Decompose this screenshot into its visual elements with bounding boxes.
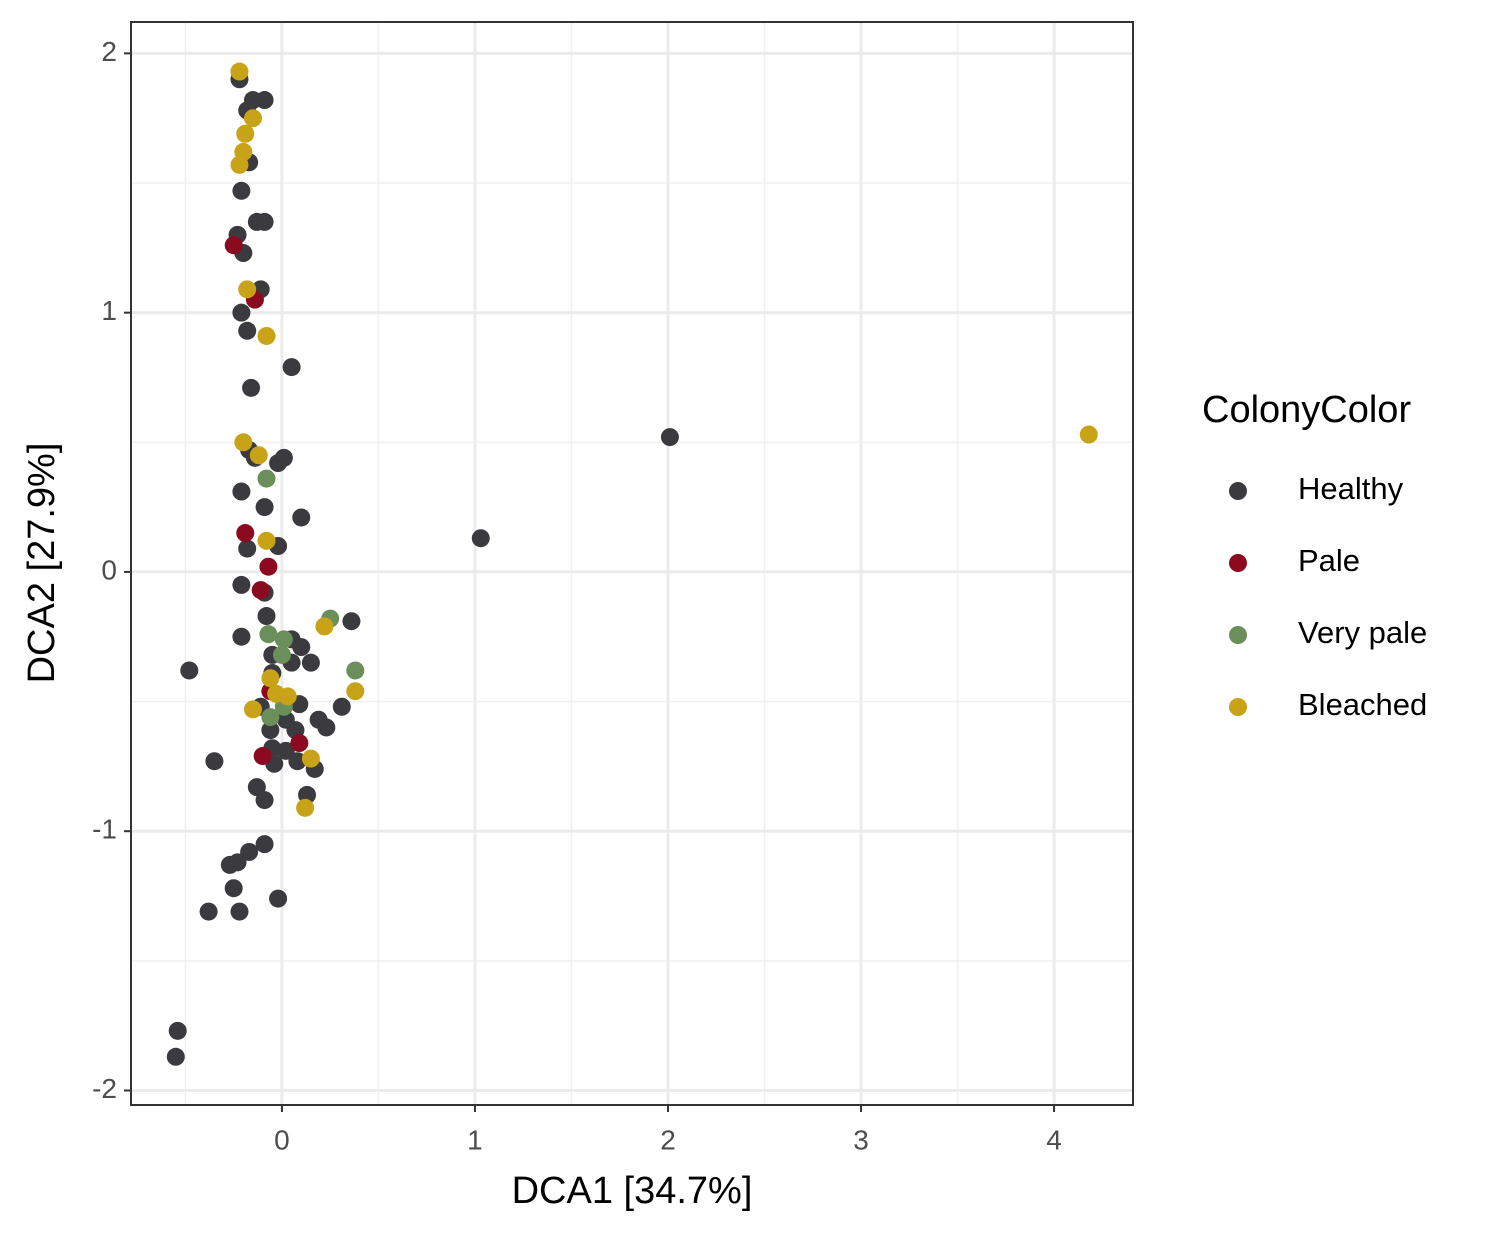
- point: [180, 661, 199, 680]
- point: [253, 747, 272, 766]
- point: [168, 1021, 187, 1040]
- x-tick-label: 3: [853, 1124, 869, 1155]
- point: [255, 835, 274, 854]
- y-tick-label: 1: [101, 295, 117, 326]
- point: [238, 280, 257, 299]
- point: [346, 661, 365, 680]
- legend-marker: [1229, 554, 1247, 572]
- point: [251, 581, 270, 600]
- point: [224, 236, 243, 255]
- point: [220, 855, 239, 874]
- point: [660, 428, 679, 447]
- point: [234, 433, 253, 452]
- y-tick-label: 2: [101, 36, 117, 67]
- legend-label: Bleached: [1298, 687, 1427, 722]
- point: [257, 326, 276, 345]
- point: [230, 155, 249, 174]
- point: [257, 469, 276, 488]
- legend-marker: [1229, 698, 1247, 716]
- point: [342, 612, 361, 631]
- point: [166, 1047, 185, 1066]
- point: [269, 889, 288, 908]
- point: [292, 508, 311, 527]
- point: [317, 718, 336, 737]
- point: [224, 879, 243, 898]
- point: [272, 645, 291, 664]
- point: [269, 454, 288, 473]
- legend-label: Healthy: [1298, 471, 1404, 506]
- point: [255, 212, 274, 231]
- point: [255, 91, 274, 110]
- point: [243, 700, 262, 719]
- point: [290, 734, 309, 753]
- point: [301, 749, 320, 768]
- plot-border: [130, 21, 1134, 1106]
- point: [346, 682, 365, 701]
- point: [232, 181, 251, 200]
- point: [238, 539, 257, 558]
- x-tick-label: 1: [467, 1124, 483, 1155]
- point: [238, 321, 257, 340]
- point: [255, 791, 274, 810]
- point: [242, 378, 261, 397]
- point: [243, 109, 262, 128]
- point: [232, 627, 251, 646]
- point: [301, 653, 320, 672]
- legend-title: ColonyColor: [1202, 389, 1411, 431]
- point: [236, 524, 255, 543]
- x-tick-label: 0: [274, 1124, 290, 1155]
- point: [282, 358, 301, 377]
- point: [274, 630, 293, 649]
- point: [276, 741, 295, 760]
- point: [230, 902, 249, 921]
- y-tick-label: -2: [92, 1073, 117, 1104]
- point: [296, 798, 315, 817]
- legend-label: Pale: [1298, 543, 1360, 578]
- y-axis-title: DCA2 [27.9%]: [21, 443, 63, 684]
- point: [471, 529, 490, 548]
- point: [232, 482, 251, 501]
- point: [288, 752, 307, 771]
- point: [255, 498, 274, 517]
- point: [236, 124, 255, 143]
- point: [261, 721, 280, 740]
- point: [232, 575, 251, 594]
- point: [230, 62, 249, 81]
- point: [257, 531, 276, 550]
- point: [257, 607, 276, 626]
- x-tick-label: 2: [660, 1124, 676, 1155]
- point: [292, 638, 311, 657]
- legend-label: Very pale: [1298, 615, 1427, 650]
- y-tick-label: 0: [101, 554, 117, 585]
- point: [332, 697, 351, 716]
- point: [259, 625, 278, 644]
- point: [205, 752, 224, 771]
- point: [315, 617, 334, 636]
- point: [247, 778, 266, 797]
- point: [259, 557, 278, 576]
- x-axis-title: DCA1 [34.7%]: [512, 1170, 753, 1212]
- point: [1079, 425, 1098, 444]
- legend-marker: [1229, 482, 1247, 500]
- point: [240, 842, 259, 861]
- point: [249, 446, 268, 465]
- legend-marker: [1229, 626, 1247, 644]
- point: [278, 687, 297, 706]
- point: [232, 303, 251, 322]
- point: [261, 669, 280, 688]
- x-tick-label: 4: [1046, 1124, 1062, 1155]
- point: [261, 708, 280, 727]
- point: [199, 902, 218, 921]
- y-tick-label: -1: [92, 814, 117, 845]
